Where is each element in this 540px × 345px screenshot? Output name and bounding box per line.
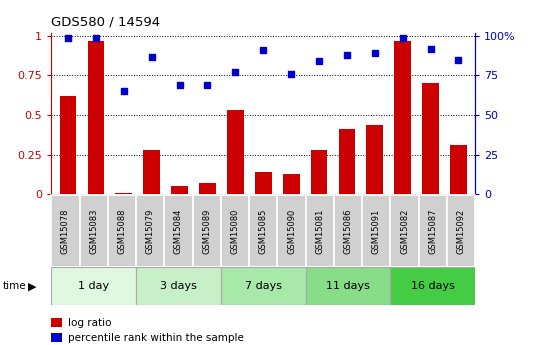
Bar: [310, 150, 327, 194]
Text: GSM15088: GSM15088: [118, 208, 126, 254]
Point: [203, 82, 212, 88]
Point: [342, 52, 351, 58]
Point: [259, 47, 267, 53]
Bar: [390, 195, 418, 267]
Bar: [51, 195, 79, 267]
Text: GSM15083: GSM15083: [89, 208, 98, 254]
Text: GSM15079: GSM15079: [146, 208, 154, 254]
Text: GSM15087: GSM15087: [428, 208, 437, 254]
Text: GSM15090: GSM15090: [287, 208, 296, 254]
Text: GSM15080: GSM15080: [231, 208, 240, 254]
Bar: [116, 193, 132, 194]
Bar: [199, 183, 216, 194]
Bar: [221, 267, 306, 305]
Bar: [447, 195, 475, 267]
Bar: [278, 195, 306, 267]
Text: GSM15082: GSM15082: [400, 208, 409, 254]
Text: GSM15085: GSM15085: [259, 208, 268, 254]
Bar: [171, 186, 188, 194]
Text: time: time: [3, 282, 26, 291]
Bar: [193, 195, 221, 267]
Text: GSM15091: GSM15091: [372, 208, 381, 254]
Bar: [390, 267, 475, 305]
Text: GDS580 / 14594: GDS580 / 14594: [51, 16, 160, 29]
Bar: [51, 318, 62, 327]
Text: 1 day: 1 day: [78, 282, 109, 291]
Bar: [450, 145, 467, 194]
Bar: [164, 195, 193, 267]
Point: [231, 70, 240, 75]
Text: 11 days: 11 days: [326, 282, 370, 291]
Text: percentile rank within the sample: percentile rank within the sample: [68, 333, 244, 343]
Bar: [59, 96, 76, 194]
Bar: [136, 267, 221, 305]
Bar: [362, 195, 390, 267]
Bar: [306, 195, 334, 267]
Text: 7 days: 7 days: [245, 282, 282, 291]
Point: [315, 59, 323, 64]
Text: GSM15092: GSM15092: [457, 208, 465, 254]
Bar: [255, 172, 272, 194]
Text: GSM15078: GSM15078: [61, 208, 70, 254]
Text: 16 days: 16 days: [411, 282, 455, 291]
Text: log ratio: log ratio: [68, 318, 111, 328]
Point: [176, 82, 184, 88]
Bar: [51, 333, 62, 342]
Bar: [51, 267, 136, 305]
Bar: [334, 195, 362, 267]
Point: [426, 46, 435, 51]
Point: [64, 35, 72, 40]
Bar: [87, 41, 104, 194]
Bar: [143, 150, 160, 194]
Point: [287, 71, 295, 77]
Bar: [394, 41, 411, 194]
Bar: [306, 267, 390, 305]
Bar: [418, 195, 447, 267]
Point: [147, 54, 156, 59]
Point: [92, 35, 100, 40]
Bar: [79, 195, 108, 267]
Point: [454, 57, 463, 62]
Text: GSM15089: GSM15089: [202, 208, 211, 254]
Point: [119, 89, 128, 94]
Text: ▶: ▶: [28, 282, 37, 291]
Bar: [227, 110, 244, 194]
Bar: [283, 174, 300, 194]
Text: 3 days: 3 days: [160, 282, 197, 291]
Bar: [136, 195, 164, 267]
Point: [399, 35, 407, 40]
Text: GSM15086: GSM15086: [343, 208, 353, 254]
Point: [370, 51, 379, 56]
Bar: [108, 195, 136, 267]
Bar: [221, 195, 249, 267]
Bar: [249, 195, 278, 267]
Text: GSM15084: GSM15084: [174, 208, 183, 254]
Bar: [422, 83, 439, 194]
Text: GSM15081: GSM15081: [315, 208, 324, 254]
Bar: [367, 125, 383, 194]
Bar: [339, 129, 355, 194]
